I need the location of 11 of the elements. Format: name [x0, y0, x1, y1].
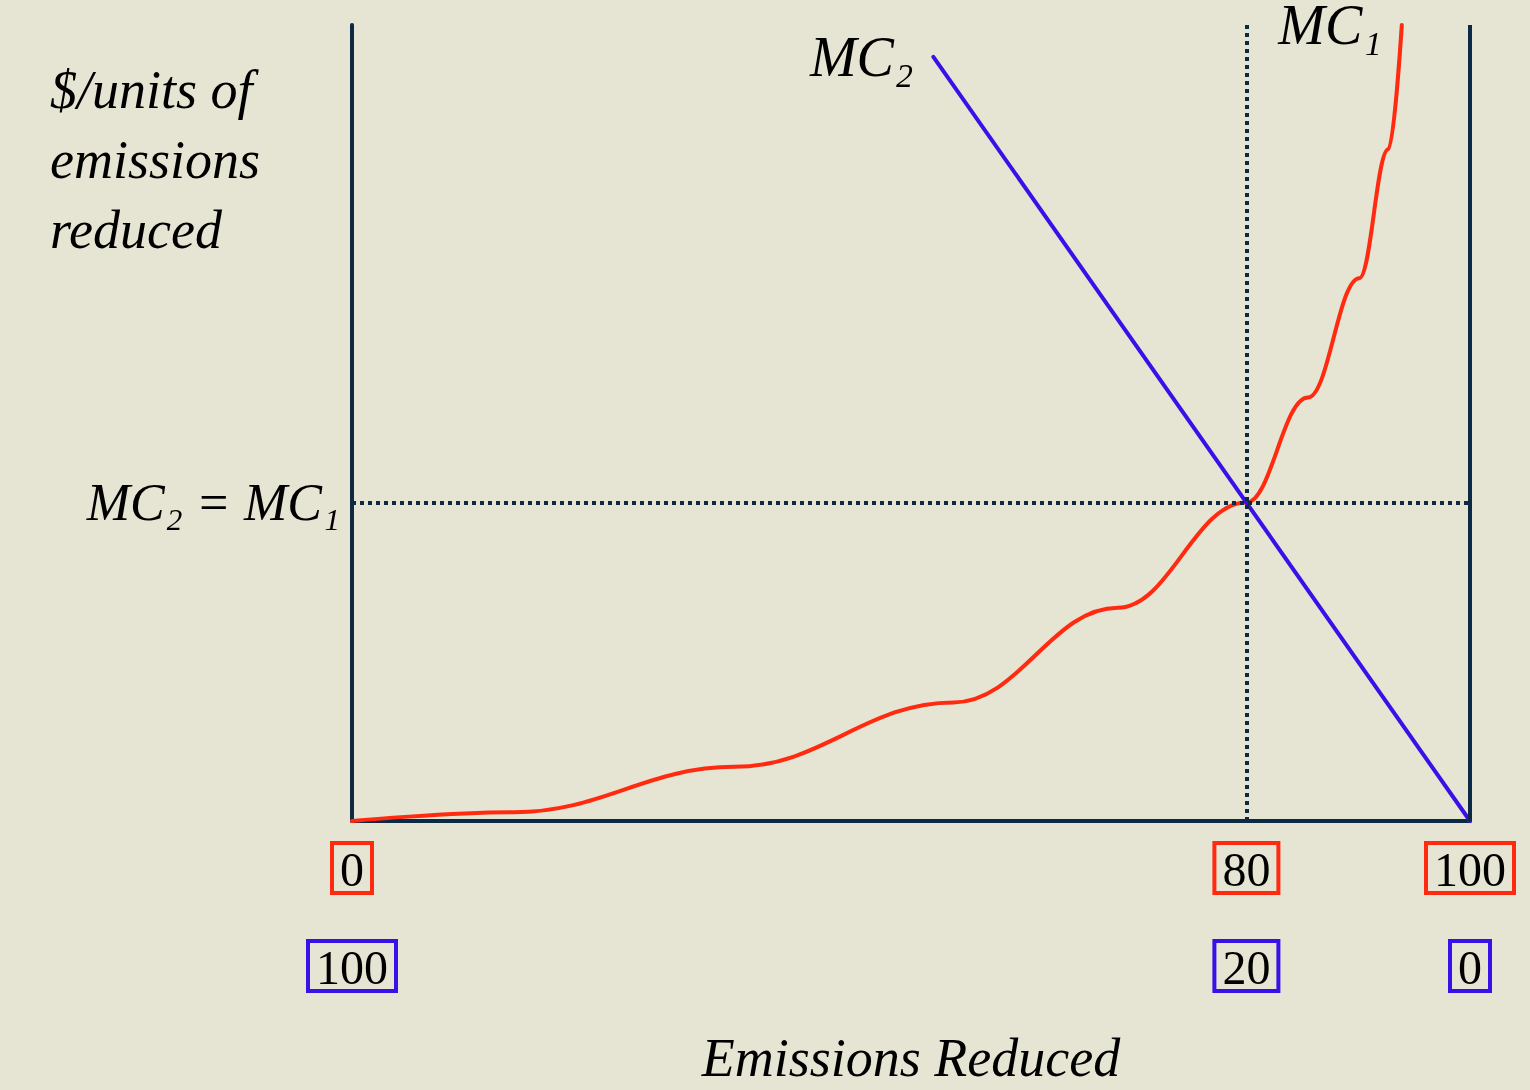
x-tick-label: 100	[1434, 842, 1506, 896]
x-axis-title: Emissions Reduced	[700, 1028, 1122, 1088]
x2-tick-label: 20	[1222, 940, 1271, 994]
y-axis-title: $/units of emissions reduced	[50, 60, 274, 260]
x2-tick-label: 0	[1458, 940, 1482, 994]
series-label: MC₂	[808, 25, 914, 88]
x2-tick-label: 100	[316, 940, 388, 994]
ref-line-label: MC₂ = MC₁	[85, 474, 340, 532]
x-tick-label: 0	[340, 842, 364, 896]
x-tick-label: 80	[1222, 842, 1271, 896]
series-label: MC₁	[1277, 0, 1382, 56]
